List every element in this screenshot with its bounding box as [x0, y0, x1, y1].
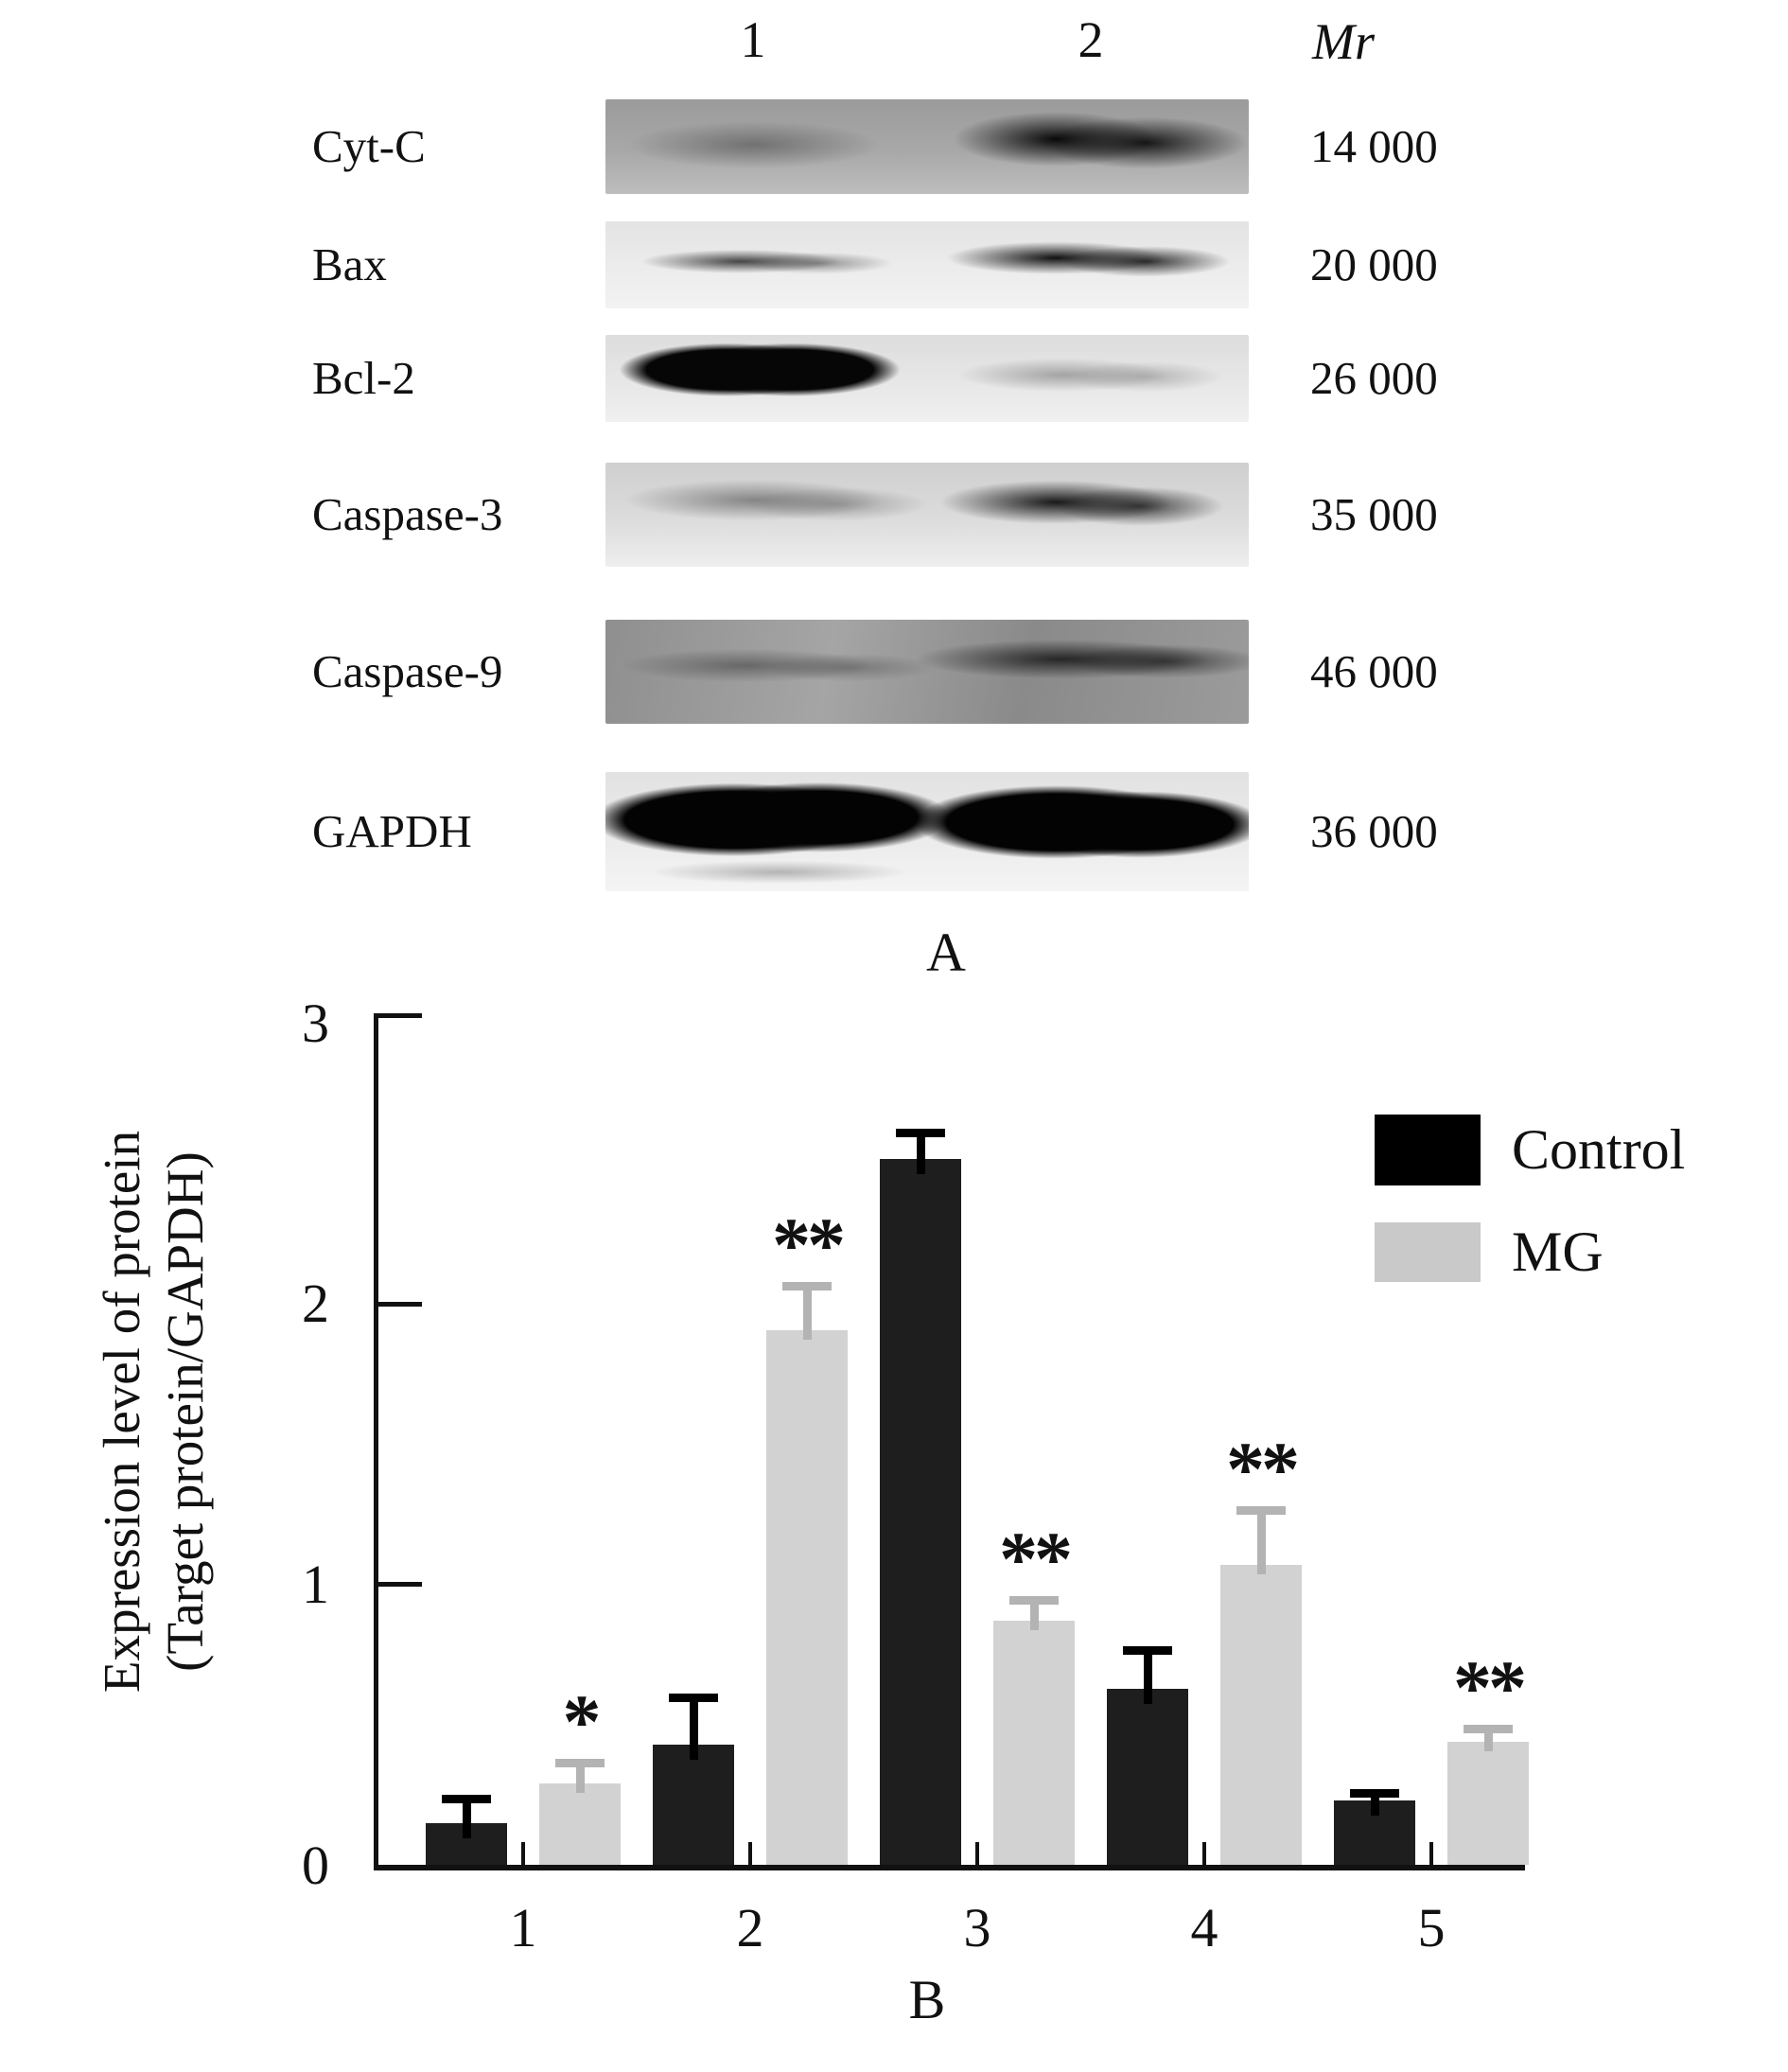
error-bar-stem-mg-group-2	[803, 1282, 812, 1340]
significance-marker-group-4: **	[1226, 1426, 1300, 1512]
x-tick-group-4	[1202, 1842, 1206, 1865]
y-tick-3	[378, 1013, 422, 1018]
western-blot-cyt-c	[605, 99, 1249, 194]
y-axis-title-line2: (Target protein/GAPDH)	[156, 1151, 214, 1672]
legend-label-mg: MG	[1512, 1220, 1604, 1283]
bar-control-group-3	[880, 1159, 961, 1865]
y-tick-1	[378, 1582, 422, 1587]
error-bar-stem-mg-group-5	[1484, 1725, 1493, 1751]
x-tick-label-2: 2	[736, 1897, 764, 1958]
y-axis-title: Expression level of protein (Target prot…	[90, 1074, 222, 1749]
error-bar-cap-mg-group-5	[1464, 1725, 1513, 1733]
protein-label-caspase-9: Caspase-9	[312, 645, 503, 697]
mr-value-bcl-2: 26 000	[1310, 352, 1438, 404]
lane-header-2: 2	[1078, 11, 1104, 68]
error-bar-stem-mg-group-1	[576, 1759, 585, 1793]
error-bar-cap-mg-group-3	[1009, 1596, 1059, 1605]
y-tick-2	[378, 1302, 422, 1307]
mr-value-bax: 20 000	[1310, 238, 1438, 290]
significance-marker-group-1: *	[562, 1678, 602, 1765]
y-tick-label-0: 0	[302, 1835, 329, 1896]
error-bar-cap-control-group-1	[442, 1795, 491, 1803]
bar-mg-group-4	[1220, 1565, 1302, 1865]
bar-mg-group-2	[766, 1330, 848, 1865]
significance-marker-group-5: **	[1453, 1644, 1527, 1730]
legend-swatch-mg	[1375, 1222, 1481, 1282]
error-bar-cap-control-group-3	[896, 1129, 945, 1137]
significance-marker-group-2: **	[772, 1202, 846, 1288]
legend-label-control: Control	[1512, 1117, 1686, 1181]
y-tick-label-1: 1	[302, 1554, 329, 1615]
western-blot-bcl-2	[605, 335, 1249, 422]
mr-value-caspase-9: 46 000	[1310, 645, 1438, 697]
mr-value-gapdh: 36 000	[1310, 805, 1438, 857]
protein-label-cyt-c: Cyt-C	[312, 120, 426, 172]
y-tick-label-2: 2	[302, 1273, 329, 1334]
error-bar-stem-control-group-5	[1371, 1789, 1379, 1816]
error-bar-stem-control-group-4	[1144, 1646, 1152, 1704]
mr-value-caspase-3: 35 000	[1310, 488, 1438, 540]
mr-column-header: Mr	[1312, 13, 1375, 70]
x-tick-group-2	[748, 1842, 752, 1865]
error-bar-cap-mg-group-4	[1236, 1506, 1286, 1515]
x-tick-group-5	[1429, 1842, 1433, 1865]
error-bar-stem-control-group-3	[917, 1129, 925, 1174]
x-axis-line	[374, 1865, 1525, 1870]
x-tick-label-5: 5	[1417, 1897, 1446, 1958]
error-bar-cap-mg-group-1	[555, 1759, 605, 1767]
western-blot-caspase-9	[605, 620, 1249, 724]
panel-a-label: A	[926, 922, 966, 983]
error-bar-cap-control-group-4	[1123, 1646, 1172, 1655]
bar-mg-group-3	[993, 1621, 1075, 1865]
panel-b-label: B	[908, 1969, 946, 2030]
error-bar-cap-mg-group-2	[782, 1282, 832, 1291]
error-bar-stem-control-group-2	[690, 1694, 698, 1760]
x-tick-label-3: 3	[963, 1897, 991, 1958]
western-blot-caspase-3	[605, 463, 1249, 567]
protein-label-bax: Bax	[312, 238, 387, 290]
error-bar-cap-control-group-2	[669, 1694, 718, 1702]
y-tick-label-3: 3	[302, 992, 329, 1054]
protein-label-caspase-3: Caspase-3	[312, 488, 503, 540]
western-blot-gapdh	[605, 772, 1249, 891]
bar-control-group-2	[653, 1745, 734, 1865]
bar-control-group-4	[1107, 1689, 1188, 1865]
error-bar-stem-mg-group-3	[1030, 1596, 1039, 1630]
legend-swatch-control	[1375, 1115, 1481, 1185]
x-tick-group-1	[521, 1842, 525, 1865]
western-blot-bax	[605, 221, 1249, 308]
lane-header-1: 1	[740, 11, 766, 68]
x-tick-label-4: 4	[1190, 1897, 1218, 1958]
x-tick-label-1: 1	[509, 1897, 537, 1958]
significance-marker-group-3: **	[999, 1516, 1073, 1602]
y-axis-title-line1: Expression level of protein	[93, 1130, 150, 1694]
mr-value-cyt-c: 14 000	[1310, 120, 1438, 172]
bar-mg-group-1	[539, 1783, 621, 1865]
protein-label-gapdh: GAPDH	[312, 805, 472, 857]
error-bar-stem-control-group-1	[463, 1795, 471, 1838]
y-axis-line	[374, 1013, 378, 1870]
bar-mg-group-5	[1447, 1742, 1529, 1865]
protein-label-bcl-2: Bcl-2	[312, 352, 415, 404]
error-bar-stem-mg-group-4	[1257, 1506, 1266, 1574]
error-bar-cap-control-group-5	[1350, 1789, 1399, 1798]
x-tick-group-3	[975, 1842, 979, 1865]
